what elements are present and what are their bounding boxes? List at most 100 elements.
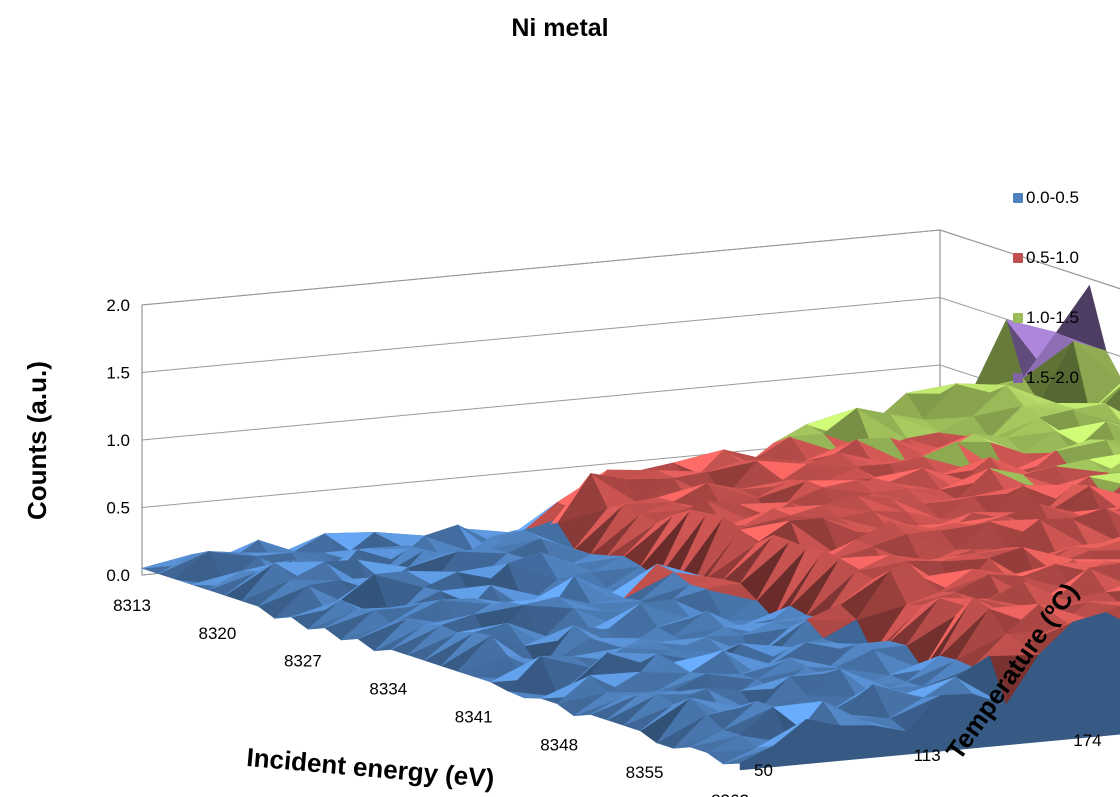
surface-facet [806, 604, 858, 621]
surface-facet [1022, 621, 1073, 644]
surface-facet [1072, 403, 1120, 424]
z-tick-label: 1.0 [106, 431, 130, 450]
z-tick-label: 1.5 [106, 364, 130, 383]
surface-facet [1089, 472, 1120, 484]
surface-facet [258, 578, 309, 607]
surface-facet [224, 562, 276, 596]
surface-facet [1105, 439, 1120, 447]
surface-facet [607, 469, 658, 471]
surface-facet [939, 568, 991, 593]
surface-facet [790, 504, 841, 519]
surface-facet [690, 729, 742, 748]
surface-facet [590, 597, 641, 605]
surface-facet [341, 609, 392, 641]
z-tick-label: 0.0 [106, 566, 130, 585]
surface-facet [939, 457, 990, 476]
surface-facet [989, 442, 1040, 466]
surface-facet [939, 597, 990, 657]
surface-facet [723, 600, 775, 622]
x-tick-label: 8341 [455, 707, 493, 726]
z-tick-label: 0.5 [106, 499, 130, 518]
surface-facet [740, 621, 791, 636]
surface-facet [923, 522, 973, 531]
surface-facet [457, 563, 509, 579]
surface-facet [805, 668, 857, 697]
surface-facet [374, 617, 426, 652]
surface-facet [822, 701, 874, 726]
surface-facet [573, 503, 625, 550]
surface-facet [872, 684, 923, 699]
surface-facet [590, 503, 642, 555]
surface-facet [790, 433, 842, 454]
surface-facet [756, 479, 807, 499]
surface-facet [906, 383, 957, 394]
surface-facet [889, 497, 941, 520]
surface-facet [690, 516, 741, 593]
surface-facet [1105, 388, 1120, 412]
surface-facet [640, 697, 691, 732]
surface-facet [739, 706, 791, 744]
legend-label: 1.0-1.5 [1026, 308, 1079, 327]
surface-facet [1089, 485, 1120, 510]
surface-facet [939, 553, 990, 562]
surface-facet [407, 625, 459, 656]
surface-side-facet [1105, 611, 1120, 736]
surface-facet [706, 734, 758, 753]
surface-facet [889, 695, 940, 719]
surface-facet [374, 570, 426, 589]
surface-facet [1089, 540, 1120, 551]
surface-facet [740, 676, 791, 691]
surface-facet [1105, 507, 1120, 516]
surface-facet [806, 557, 857, 616]
surface-facet [889, 597, 940, 642]
surface-facet [640, 509, 692, 567]
surface-facet [839, 452, 890, 466]
surface-facet [723, 535, 774, 580]
surface-facet [506, 655, 558, 697]
surface-facet [972, 547, 1023, 555]
surface-facet [707, 460, 758, 473]
surface-facet [856, 520, 908, 540]
surface-facet [706, 673, 757, 680]
surface-facet [806, 641, 857, 649]
x-tick-label: 8348 [540, 735, 578, 754]
surface-facet [1005, 603, 1057, 635]
surface-facet [1056, 439, 1107, 452]
surface-facet [872, 645, 924, 671]
surface-facet [357, 617, 408, 639]
surface-facet [474, 601, 525, 615]
surface-facet [656, 688, 707, 695]
surface-facet [823, 517, 874, 534]
surface-facet [922, 383, 974, 420]
surface-facet [756, 619, 807, 657]
surface-facet [1039, 601, 1090, 609]
surface-facet [740, 508, 792, 529]
surface-facet [590, 555, 642, 573]
surface-facet [456, 635, 509, 672]
x-tick-label: 8362 [711, 791, 749, 797]
surface-facet [1055, 284, 1107, 352]
surface-facet [838, 649, 891, 676]
surface-facet [906, 530, 958, 551]
surface-facet [324, 608, 375, 629]
surface-facet [773, 547, 824, 619]
surface-facet [391, 599, 442, 624]
surface-facet [955, 607, 1007, 661]
surface-facet [906, 591, 957, 605]
surface-facet [406, 599, 459, 625]
surface-facet [756, 675, 808, 713]
surface-facet [972, 433, 1024, 454]
surface-facet [656, 509, 708, 579]
surface-facet [623, 563, 675, 599]
surface-facet [856, 480, 907, 490]
surface-facet [723, 745, 774, 765]
surface-facet [1006, 417, 1057, 438]
surface-facet [756, 641, 807, 674]
surface-facet [756, 436, 808, 461]
surface-facet [540, 552, 591, 573]
legend-label: 0.0-0.5 [1026, 188, 1079, 207]
surface-facet [740, 605, 791, 627]
legend: 0.0-0.5 0.5-1.0 1.0-1.5 1.5-2.0 [1013, 188, 1118, 428]
y-tick-label: 50 [754, 761, 773, 780]
surface-facet [506, 552, 559, 581]
